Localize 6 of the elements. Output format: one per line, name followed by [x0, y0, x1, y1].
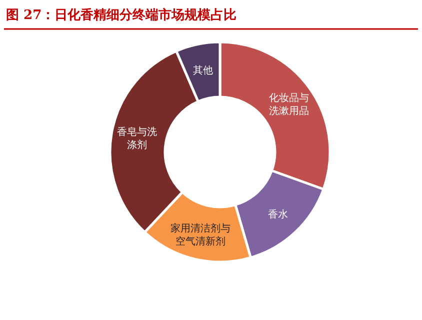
slice-label: 香水 — [268, 208, 288, 221]
slice-label: 其他 — [192, 64, 213, 76]
chart-title: 图 27：日化香精细分终端市场规模占比 — [6, 7, 237, 23]
slice-label: 香皂与洗涤剂 — [116, 126, 157, 151]
slice-label: 化妆品与洗漱用品 — [269, 92, 310, 117]
slice-label: 家用清洁剂与空气清新剂 — [170, 222, 230, 248]
